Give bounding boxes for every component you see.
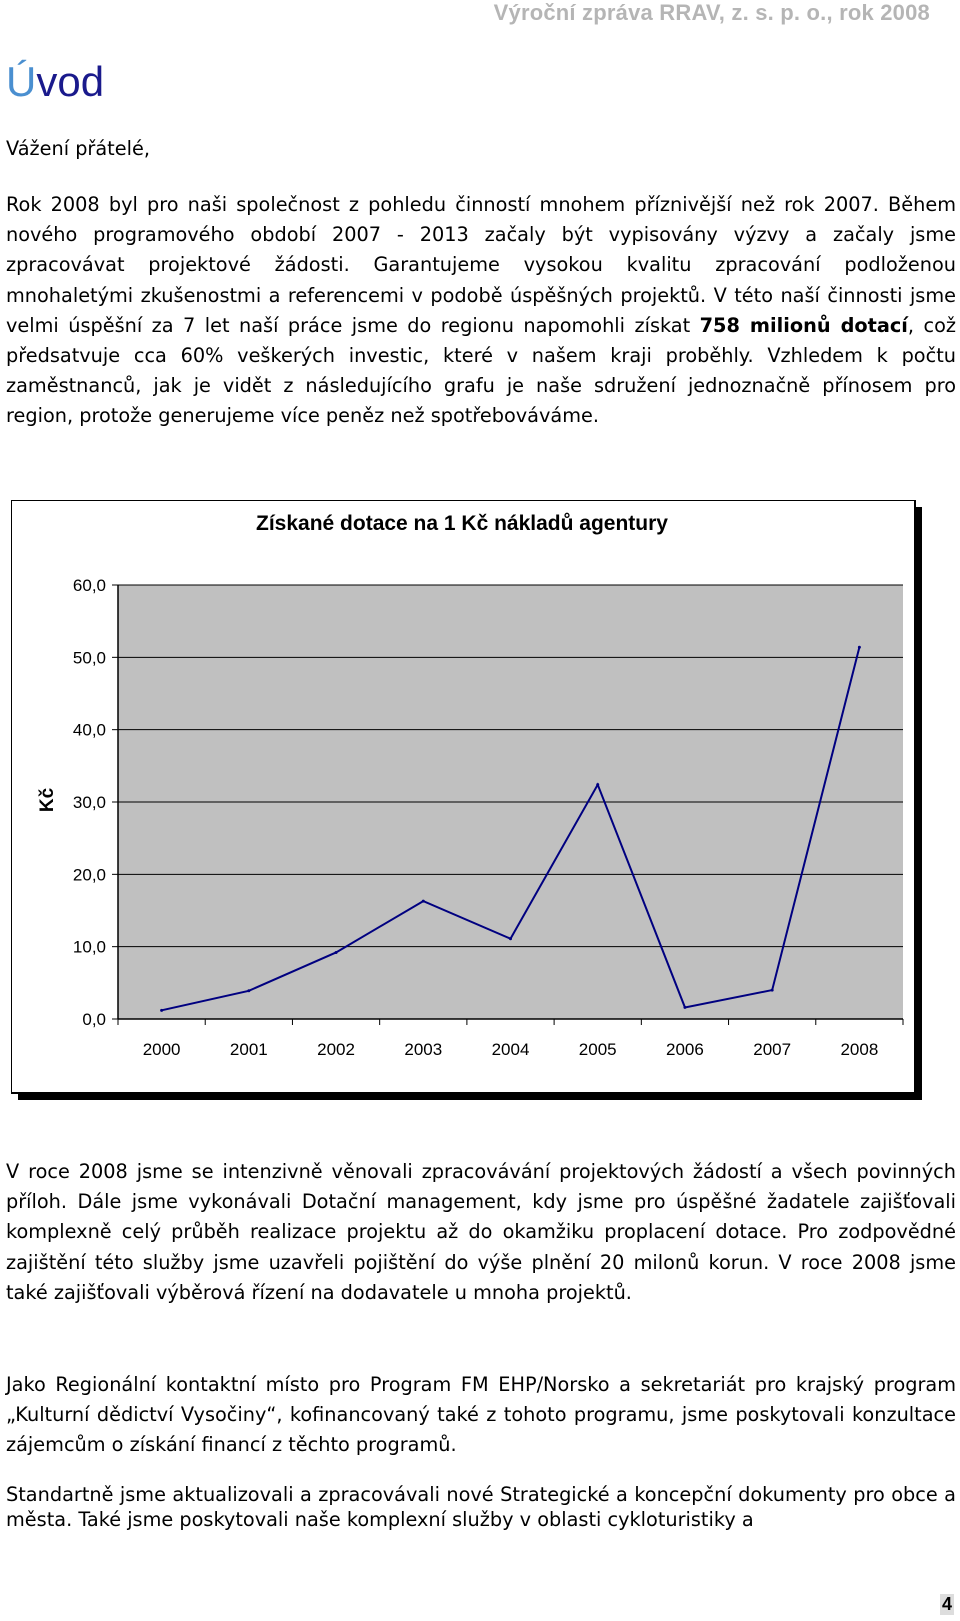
page-title: Úvod	[6, 58, 104, 106]
data-point	[509, 937, 512, 941]
chart-svg: Získané dotace na 1 Kč nákladů agentury …	[11, 500, 922, 1100]
y-tick-label: 60,0	[73, 576, 106, 595]
subsidy-chart: Získané dotace na 1 Kč nákladů agentury …	[11, 500, 948, 1113]
plot-layer: 0,0 10,0 20,0 30,0 40,0 50,0 60,0 2000 2001 2002 2…	[73, 576, 904, 1059]
x-tick-label: 2002	[317, 1040, 355, 1059]
x-tick-label: 2005	[579, 1040, 617, 1059]
body-paragraph-4: Standartně jsme aktualizovali a zpracová…	[6, 1483, 956, 1531]
page-number: 4	[939, 1594, 954, 1615]
chart-frame-shadow-right	[915, 507, 922, 1100]
data-point	[857, 645, 861, 649]
data-point	[160, 1008, 164, 1012]
y-tick-label: 40,0	[73, 721, 106, 740]
x-tick-label: 2007	[753, 1040, 791, 1059]
x-tick-label: 2004	[492, 1040, 530, 1059]
y-tick-label: 20,0	[73, 865, 106, 884]
x-tick-label: 2008	[840, 1040, 878, 1059]
title-rest: vod	[36, 58, 105, 105]
y-tick-label: 10,0	[73, 938, 106, 957]
data-point	[770, 988, 774, 992]
y-tick-label: 50,0	[73, 648, 106, 667]
body-paragraph-2: V roce 2008 jsme se intenzivně věnovali …	[6, 1160, 956, 1304]
data-point	[596, 783, 600, 787]
y-tick-label: 0,0	[82, 1010, 106, 1029]
x-tick-label: 2003	[404, 1040, 442, 1059]
y-tick-label: 30,0	[73, 793, 106, 812]
intro-bold-figure: 758 milionů dotací	[699, 313, 908, 337]
intro-paragraph: Rok 2008 byl pro naši společnost z pohle…	[6, 190, 956, 432]
data-point	[683, 1005, 687, 1009]
report-header: Výroční zpráva RRAV, z. s. p. o., rok 20…	[493, 0, 930, 25]
chart-title: Získané dotace na 1 Kč nákladů agentury	[256, 512, 668, 535]
intro-text-end: , což předsatvuje cca 60% veškerých inve…	[6, 313, 957, 428]
intro-text-start: Rok 2008 byl pro naši společnost z pohle…	[6, 193, 956, 337]
data-point	[334, 950, 338, 954]
chart-y-axis-label: Kč	[37, 787, 58, 812]
body-paragraph-3: Jako Regionální kontaktní místo pro Prog…	[6, 1373, 956, 1457]
x-tick-label: 2006	[666, 1040, 704, 1059]
title-first-letter: Ú	[6, 58, 37, 105]
chart-frame-shadow-bottom	[18, 1093, 922, 1100]
data-point	[247, 989, 251, 993]
x-tick-label: 2000	[143, 1040, 181, 1059]
greeting: Vážení přátelé,	[6, 137, 150, 160]
data-point	[421, 899, 425, 903]
x-tick-label: 2001	[230, 1040, 268, 1059]
